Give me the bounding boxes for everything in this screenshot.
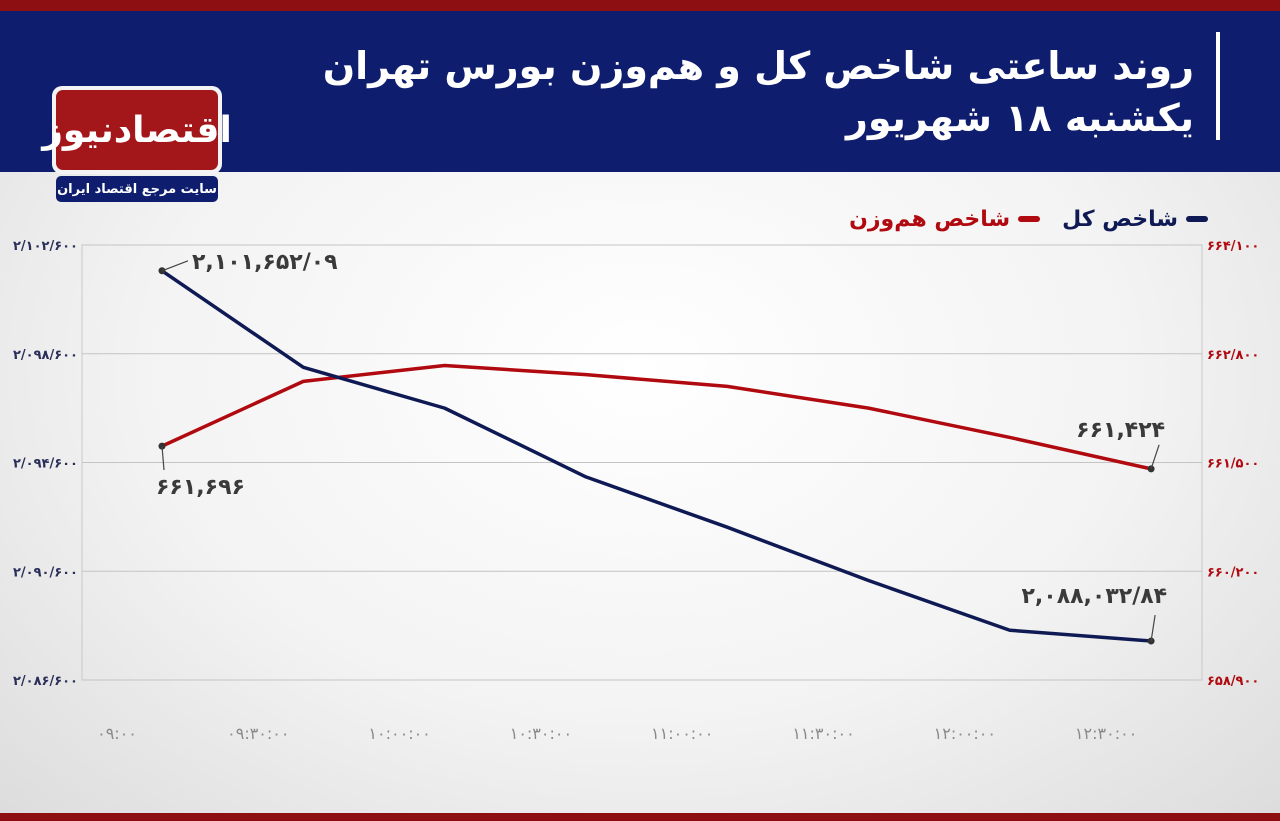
data-label-equal-start: ۶۶۱,۶۹۶ bbox=[156, 475, 245, 500]
legend-swatch-equal-weight bbox=[1018, 216, 1041, 222]
callout-leader-equal-start bbox=[161, 446, 165, 471]
callout-leader-total-start bbox=[161, 260, 189, 272]
x-axis-tick-label: ۱۲:۳۰:۰۰ bbox=[1075, 724, 1137, 743]
series-line-total-index bbox=[160, 269, 1153, 643]
left-axis-tick-label: ۲/۱۰۲/۶۰۰ bbox=[13, 239, 78, 254]
legend-label-total-index: شاخص کل bbox=[1062, 206, 1178, 232]
right-axis-tick-label: ۶۶۴/۱۰۰ bbox=[1207, 239, 1259, 254]
callout-leader-total-end bbox=[1150, 614, 1156, 642]
bottom-accent-strip bbox=[0, 813, 1280, 821]
data-label-equal-end: ۶۶۱,۴۲۴ bbox=[1076, 418, 1165, 443]
left-axis-tick-label: ۲/۰۹۸/۶۰۰ bbox=[13, 348, 78, 363]
right-axis-tick-label: ۶۶۱/۵۰۰ bbox=[1207, 457, 1259, 472]
legend-item-total-index: شاخص کل bbox=[1062, 207, 1208, 232]
x-axis-tick-label: ۱۰:۳۰:۰۰ bbox=[510, 724, 572, 743]
legend-item-equal-weight: شاخص هم‌وزن bbox=[849, 206, 1041, 232]
x-axis-tick-label: ۱۱:۰۰:۰۰ bbox=[651, 724, 713, 743]
brand-logo: اقتصادنیوز bbox=[42, 90, 232, 170]
right-axis-tick-label: ۶۵۸/۹۰۰ bbox=[1207, 674, 1259, 689]
title-divider bbox=[1216, 32, 1220, 140]
x-axis-tick-label: ۱۲:۰۰:۰۰ bbox=[934, 724, 996, 743]
right-axis-tick-label: ۶۶۲/۸۰۰ bbox=[1207, 348, 1259, 363]
x-axis-tick-label: ۰۹:۰۰ bbox=[97, 724, 137, 743]
chart-legend: شاخص هم‌وزن شاخص کل bbox=[849, 204, 1208, 234]
left-axis-tick-label: ۲/۰۹۰/۶۰۰ bbox=[13, 565, 78, 580]
legend-label-equal-weight: شاخص هم‌وزن bbox=[849, 206, 1011, 232]
data-label-total-start: ۲,۱۰۱,۶۵۲/۰۹ bbox=[192, 250, 338, 275]
left-axis-tick-label: ۲/۰۹۴/۶۰۰ bbox=[13, 457, 78, 472]
series-line-equal-weight bbox=[160, 363, 1153, 471]
left-axis-tick-label: ۲/۰۸۶/۶۰۰ bbox=[13, 674, 78, 689]
top-accent-strip bbox=[0, 0, 1280, 11]
legend-swatch-total-index bbox=[1186, 216, 1208, 222]
data-label-total-end: ۲,۰۸۸,۰۳۲/۸۴ bbox=[1021, 584, 1167, 609]
chart-title: روند ساعتی شاخص کل و هم‌وزن بورس تهران bbox=[322, 44, 1194, 88]
right-axis-tick-label: ۶۶۰/۲۰۰ bbox=[1207, 565, 1259, 580]
x-axis-tick-label: ۱۱:۳۰:۰۰ bbox=[792, 724, 854, 743]
logo-tagline: سایت مرجع اقتصاد ایران bbox=[56, 176, 218, 202]
x-axis-tick-label: ۱۰:۰۰:۰۰ bbox=[368, 724, 430, 743]
chart-date: یکشنبه ۱۸ شهریور bbox=[845, 96, 1194, 140]
x-axis-tick-label: ۰۹:۳۰:۰۰ bbox=[227, 724, 289, 743]
callout-leader-equal-end bbox=[1150, 444, 1160, 470]
